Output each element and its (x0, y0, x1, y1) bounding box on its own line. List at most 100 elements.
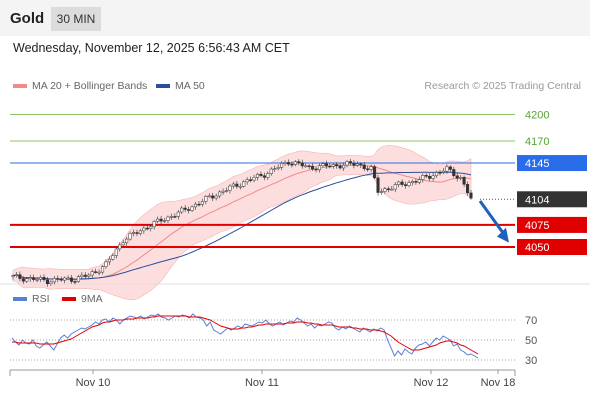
candle-body (25, 278, 29, 282)
candle-body (135, 232, 139, 234)
candle-body (42, 277, 46, 281)
candle-body (459, 177, 463, 179)
candle-body (390, 188, 394, 191)
candles (11, 158, 473, 287)
candle-body (373, 166, 377, 179)
level-label-text: 4145 (525, 158, 549, 170)
candle-body (397, 181, 401, 185)
candle-body (97, 271, 101, 274)
candle-body (59, 278, 63, 281)
legend-label: RSI (32, 293, 50, 305)
level-label-text: 4200 (525, 109, 549, 121)
candle-body (138, 230, 142, 234)
candle-body (376, 177, 380, 193)
candle-body (431, 175, 435, 179)
level-label-box (517, 191, 587, 208)
rsi-tick-label: 30 (525, 355, 537, 367)
candle-body (214, 195, 218, 199)
candle-body (255, 173, 260, 178)
candle-body (211, 195, 215, 199)
candle-body (276, 167, 280, 169)
candle-body (311, 165, 315, 170)
candle-body (52, 278, 56, 283)
rsi-tick-label: 50 (525, 335, 537, 347)
legend-swatch (156, 84, 170, 89)
candle-body (352, 162, 356, 166)
candle-body (145, 227, 149, 230)
candle-body (111, 255, 115, 260)
level-label-box (517, 155, 587, 172)
candle-body (404, 184, 408, 186)
candle-body (207, 195, 211, 198)
candle-body (393, 184, 397, 190)
candle-body (259, 173, 263, 176)
forecast-arrow-head (497, 227, 509, 243)
candle-body (335, 164, 339, 167)
candle-body (421, 175, 425, 180)
candle-body (252, 177, 256, 181)
candle-body (242, 181, 246, 187)
x-tick-label: Nov 18 (481, 377, 516, 389)
candle-body (410, 181, 415, 183)
interval-button[interactable]: 30 MIN (51, 7, 101, 31)
candle-body (417, 179, 421, 183)
candle-body (280, 163, 284, 168)
candle-body (228, 185, 232, 191)
candle-body (87, 274, 91, 277)
candle-body (156, 218, 160, 222)
rsi-line (11, 313, 479, 359)
candle-body (38, 277, 43, 280)
candle-body (18, 274, 22, 279)
candle-body (224, 190, 229, 192)
candle-body (107, 258, 111, 263)
candle-body (283, 162, 287, 164)
candle-body (176, 211, 180, 217)
candle-body (262, 175, 266, 178)
candle-body (324, 163, 328, 167)
candle-body (142, 227, 146, 232)
candle-body (300, 162, 304, 167)
candle-body (166, 216, 170, 221)
rsi-legend-item-rsi: RSI (13, 293, 50, 305)
candle-body (193, 203, 198, 208)
candle-body (80, 274, 84, 277)
candle-body (359, 163, 363, 166)
candle-body (190, 206, 194, 211)
candle-body (221, 191, 225, 193)
candle-body (345, 161, 349, 166)
candle-body (348, 161, 353, 164)
credit-text: Research © 2025 Trading Central (424, 80, 581, 92)
candle-body (63, 277, 67, 281)
header-bar: Gold 30 MIN (0, 0, 590, 36)
candle-body (297, 161, 301, 164)
candle-body (121, 242, 125, 246)
candle-body (187, 209, 191, 211)
candle-body (435, 172, 439, 177)
candle-body (445, 166, 449, 172)
rsi-legend-item-ma9: 9MA (62, 293, 103, 305)
candle-body (317, 165, 322, 171)
candle-body (66, 277, 70, 280)
candle-body (162, 220, 167, 222)
legend-swatch (13, 297, 27, 302)
level-label-text: 4075 (525, 220, 549, 232)
candle-body (200, 201, 204, 205)
candle-body (131, 232, 136, 234)
legend-swatch (62, 297, 76, 302)
candle-body (173, 216, 177, 218)
candle-body (438, 172, 442, 174)
legend-item-ma20: MA 20 + Bollinger Bands (13, 80, 147, 92)
candle-body (45, 279, 49, 284)
x-tick-label: Nov 10 (76, 377, 111, 389)
level-label-text: 4050 (525, 242, 549, 254)
level-label-text: 4170 (525, 136, 549, 148)
candle-body (35, 279, 39, 281)
candle-body (383, 188, 387, 192)
legend-item-ma50: MA 50 (156, 80, 205, 92)
candle-body (76, 276, 80, 282)
candle-body (149, 226, 153, 229)
candle-body (269, 168, 273, 174)
candle-body (249, 179, 253, 181)
